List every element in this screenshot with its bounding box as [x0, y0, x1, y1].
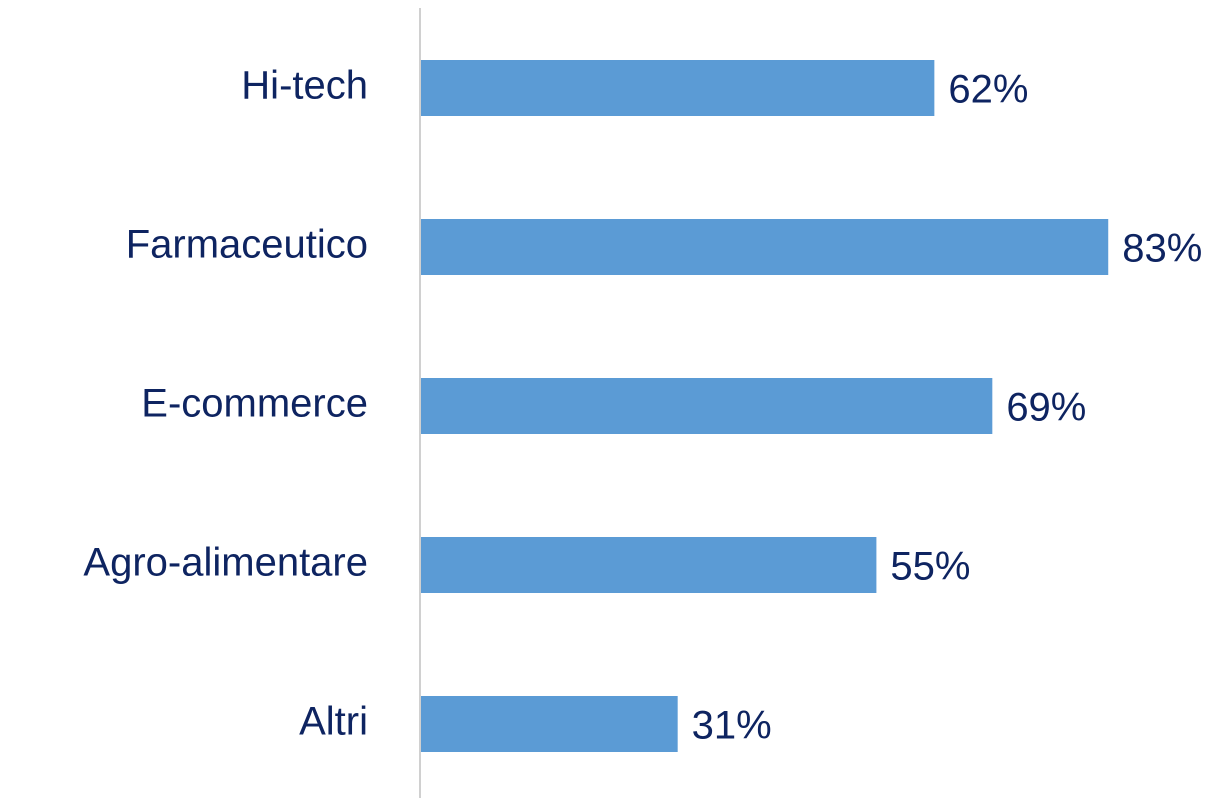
category-label: E-commerce — [141, 382, 368, 426]
bar — [421, 537, 877, 593]
value-label: 31% — [692, 704, 772, 748]
bar — [421, 219, 1109, 275]
category-label: Altri — [299, 700, 368, 744]
value-label: 69% — [1006, 386, 1086, 430]
value-label: 55% — [890, 545, 970, 589]
value-label: 62% — [948, 68, 1028, 112]
bar — [421, 60, 935, 116]
bar — [421, 696, 678, 752]
bar — [421, 378, 993, 434]
category-label: Farmaceutico — [126, 223, 368, 267]
value-label: 83% — [1122, 227, 1202, 271]
category-label: Hi-tech — [241, 64, 368, 108]
category-label: Agro-alimentare — [83, 541, 368, 585]
